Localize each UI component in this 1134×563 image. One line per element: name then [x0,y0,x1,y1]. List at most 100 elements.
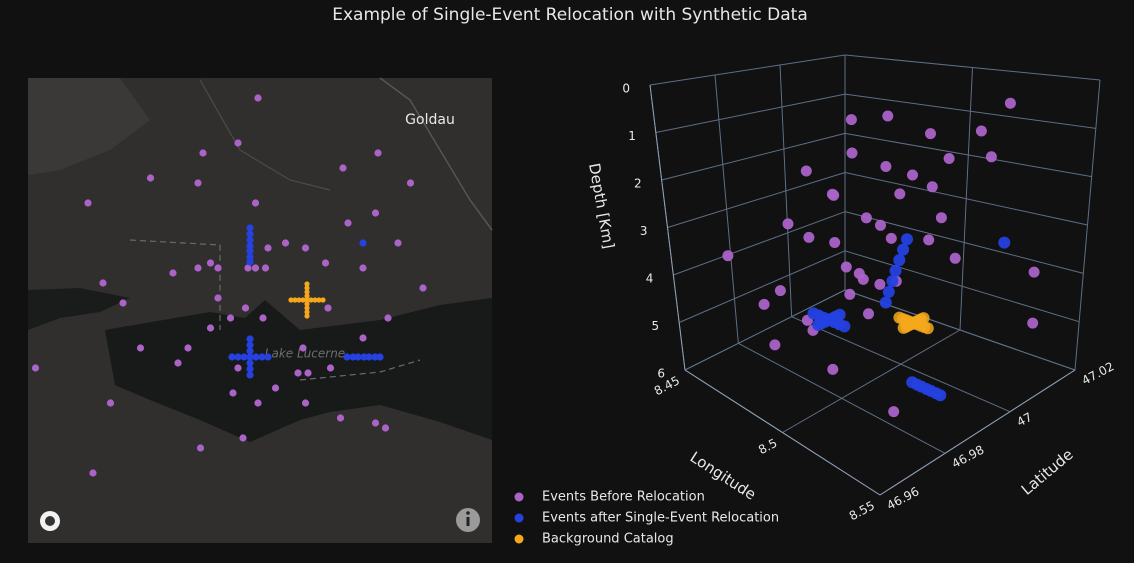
point-3d[interactable] [1004,97,1016,109]
point-3d[interactable] [840,261,852,273]
map-point[interactable] [246,224,254,232]
point-3d[interactable] [826,188,838,200]
point-3d[interactable] [897,321,910,334]
map-point[interactable] [371,419,380,427]
map-point[interactable] [246,359,254,367]
map-point[interactable] [226,314,235,322]
map-point[interactable] [246,230,254,238]
point-3d[interactable] [879,296,892,309]
point-3d[interactable] [975,125,987,137]
point-3d[interactable] [829,237,841,248]
map-point[interactable] [252,353,260,361]
map-point[interactable] [292,297,298,303]
map-point[interactable] [228,353,236,361]
point-3d[interactable] [897,243,910,256]
map-point[interactable] [194,179,202,187]
map-point[interactable] [246,371,254,379]
point-3d[interactable] [907,169,918,181]
map-point[interactable] [336,414,345,422]
point-3d[interactable] [949,252,961,264]
map-point[interactable] [301,399,310,407]
point-3d[interactable] [812,318,825,331]
point-3d[interactable] [885,232,897,244]
point-3d[interactable] [838,320,851,333]
point-3d[interactable] [998,236,1011,249]
map-point[interactable] [264,244,272,252]
point-3d[interactable] [758,298,770,310]
map-point[interactable] [169,269,177,277]
map-point[interactable] [244,264,252,272]
point-3d[interactable] [827,363,839,375]
point-3d[interactable] [882,285,895,298]
point-3d[interactable] [901,233,913,246]
point-3d[interactable] [722,250,734,262]
point-3d[interactable] [774,285,786,297]
map-point[interactable] [304,369,312,377]
map-point[interactable] [281,239,290,247]
point-3d[interactable] [926,181,938,193]
map-point[interactable] [259,314,267,322]
map-point[interactable] [206,324,215,332]
map-point[interactable] [312,297,318,303]
map-point[interactable] [258,353,266,361]
point-3d[interactable] [845,114,857,126]
map-point[interactable] [254,94,262,102]
map-point[interactable] [304,289,310,295]
map-point[interactable] [304,309,310,315]
map-point[interactable] [304,281,310,287]
point-3d[interactable] [925,128,936,140]
point-3d[interactable] [853,268,865,279]
point-3d[interactable] [893,254,906,267]
map-point[interactable] [304,301,310,307]
map-point[interactable] [294,369,302,377]
point-3d[interactable] [846,147,858,159]
map-point[interactable] [304,313,310,319]
map-point[interactable] [321,259,330,267]
map-point[interactable] [246,242,254,250]
map-point[interactable] [239,434,247,442]
map-point[interactable] [359,264,367,272]
map-point[interactable] [246,353,254,361]
point-3d[interactable] [863,308,874,320]
map-point[interactable] [254,399,262,407]
point-3d[interactable] [860,212,872,224]
map-point[interactable] [304,285,310,291]
point-3d[interactable] [800,165,812,177]
legend-label[interactable]: Events after Single-Event Relocation [542,511,779,526]
point-3d[interactable] [882,110,894,122]
map-point[interactable] [359,239,367,247]
map-point[interactable] [196,444,205,452]
point-3d[interactable] [874,278,886,290]
map-point[interactable] [246,365,254,373]
map-point[interactable] [234,139,242,147]
map-point[interactable] [304,305,310,311]
map-point[interactable] [234,353,242,361]
map-point[interactable] [99,279,107,287]
map-point[interactable] [288,297,294,303]
map-point[interactable] [146,174,155,182]
map-point[interactable] [301,244,310,252]
map-point[interactable] [174,359,182,367]
map-point[interactable] [84,199,92,207]
map-point[interactable] [299,344,307,352]
map-point[interactable] [349,353,357,361]
map-point[interactable] [324,304,332,312]
map-point[interactable] [246,236,254,244]
map-point[interactable] [419,284,427,292]
map-point[interactable] [206,259,215,267]
map-point[interactable] [194,264,202,272]
point-3d[interactable] [934,389,947,402]
map-point[interactable] [246,253,254,261]
point-3d[interactable] [943,153,955,164]
map-point[interactable] [343,353,351,361]
map-point[interactable] [326,364,335,372]
point-3d[interactable] [894,188,906,200]
map-point[interactable] [308,297,314,303]
map-point[interactable] [246,247,254,255]
map-point[interactable] [296,297,302,303]
map-point[interactable] [241,304,250,312]
map-point[interactable] [384,314,392,322]
map-point[interactable] [360,353,368,361]
map-point[interactable] [106,399,115,407]
map-point[interactable] [214,264,222,272]
